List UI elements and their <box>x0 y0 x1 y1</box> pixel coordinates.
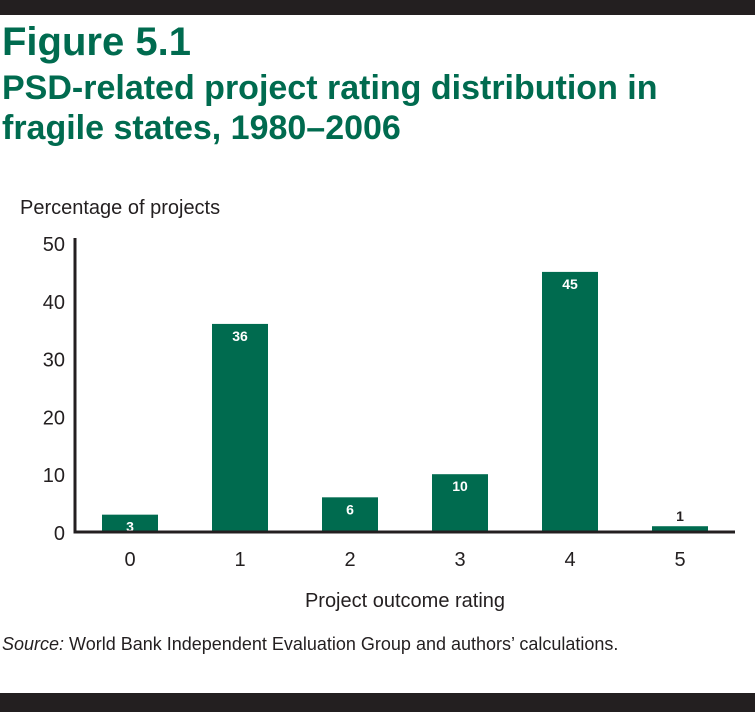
x-tick-label: 5 <box>674 549 685 571</box>
figure-label: Figure 5.1 <box>2 20 191 64</box>
bar <box>212 323 268 532</box>
source-text: World Bank Independent Evaluation Group … <box>64 634 619 654</box>
source-note: Source: World Bank Independent Evaluatio… <box>2 630 747 658</box>
data-label: 45 <box>562 276 578 292</box>
data-label: 10 <box>452 478 468 494</box>
bar <box>652 526 708 532</box>
y-tick-label: 50 <box>43 234 65 256</box>
bar <box>542 271 598 532</box>
bar <box>322 497 378 532</box>
y-tick-label: 40 <box>43 292 65 314</box>
y-tick-label: 10 <box>43 465 65 487</box>
data-label: 6 <box>346 501 354 517</box>
data-label: 36 <box>232 328 248 344</box>
data-label: 3 <box>126 519 134 535</box>
data-label: 1 <box>676 508 684 524</box>
x-tick-label: 3 <box>454 549 465 571</box>
x-axis-label: Project outcome rating <box>305 590 505 612</box>
bar <box>102 514 158 532</box>
x-tick-label: 4 <box>564 549 575 571</box>
y-tick-label: 20 <box>43 407 65 429</box>
y-axis-label: Percentage of projects <box>20 197 220 219</box>
y-tick-label: 0 <box>54 523 65 545</box>
y-tick-label: 30 <box>43 350 65 372</box>
top-frame-bar <box>0 0 755 15</box>
bottom-frame-bar <box>0 693 755 712</box>
x-tick-label: 0 <box>124 549 135 571</box>
source-label: Source: <box>2 634 65 654</box>
chart-title: PSD-related project rating distribution … <box>2 69 658 147</box>
x-tick-label: 1 <box>234 549 245 571</box>
bar <box>432 474 488 532</box>
x-tick-label: 2 <box>344 549 355 571</box>
